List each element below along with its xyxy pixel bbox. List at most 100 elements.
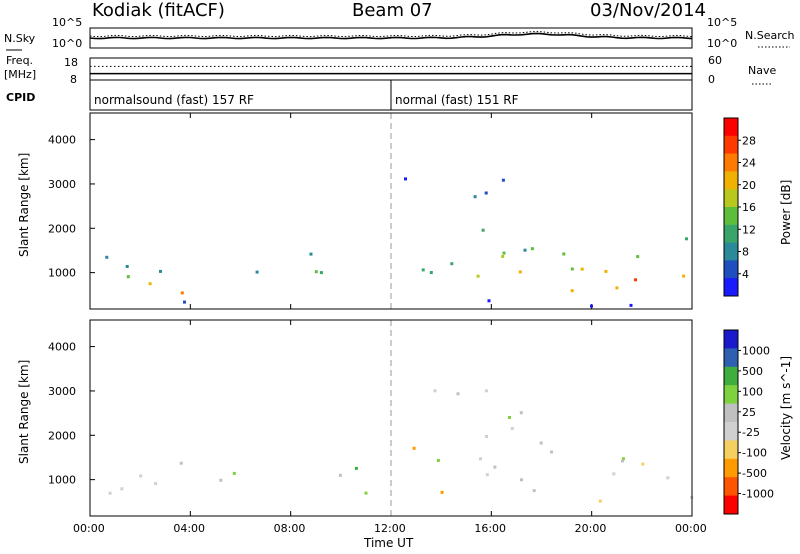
velocity-cell <box>510 427 514 430</box>
power-colorbar-swatch <box>724 207 738 226</box>
x-tick-label: 20:00 <box>575 522 607 535</box>
power-cell <box>180 291 184 295</box>
freq-tick-left-high: 18 <box>64 56 78 69</box>
x-tick-label: 08:00 <box>274 522 306 535</box>
velocity-cell <box>179 461 183 465</box>
velocity-scatter-region <box>108 461 223 495</box>
power-ytick-label: 4000 <box>48 134 76 147</box>
noise-tick-right-high: 10^5 <box>707 16 737 29</box>
power-colorbar-swatch <box>724 242 738 261</box>
freq-tick-right-high: 60 <box>708 54 722 67</box>
x-tick-label: 04:00 <box>173 522 205 535</box>
power-colorbar-swatch <box>724 118 738 137</box>
power-frame <box>89 112 693 310</box>
power-scatter-region <box>404 177 488 199</box>
power-scatter-region <box>255 270 259 274</box>
velocity-cell <box>493 465 497 469</box>
power-cell <box>590 304 593 308</box>
power-cell <box>634 278 637 282</box>
velocity-cell <box>436 459 440 462</box>
velocity-cell <box>532 489 536 493</box>
power-colorbar-swatch <box>724 278 738 297</box>
power-cell <box>473 195 477 199</box>
power-cell <box>580 267 584 271</box>
power-cell <box>314 270 318 274</box>
power-cell <box>159 269 162 273</box>
velocity-cell <box>520 478 523 482</box>
velocity-colorbar-swatch <box>724 385 738 405</box>
x-tick-label: 00:00 <box>73 522 105 535</box>
power-cell <box>604 269 608 273</box>
power-cell <box>421 268 425 272</box>
power-cell <box>487 299 491 303</box>
power-colorbar-label: 16 <box>742 201 756 214</box>
velocity-cell <box>484 389 488 393</box>
velocity-colorbar-swatch <box>724 477 738 497</box>
noise-left-label: N.Sky <box>4 32 36 45</box>
power-colorbar-label: 8 <box>742 246 749 259</box>
power-cell <box>126 275 130 279</box>
power-cell <box>105 255 109 259</box>
header-beam: Beam 07 <box>352 0 433 21</box>
power-colorbar-label: 12 <box>742 223 756 236</box>
power-cell <box>450 262 454 266</box>
power-cell <box>530 247 534 251</box>
velocity-cell <box>479 457 482 461</box>
noise-right-label: N.Search <box>745 29 795 42</box>
velocity-colorbar-label: 100 <box>742 385 763 398</box>
velocity-colorbar-swatch <box>724 366 738 386</box>
velocity-scatter-region <box>232 471 236 475</box>
velocity-colorbar-swatch <box>724 440 738 460</box>
power-scatter-region <box>421 262 454 274</box>
power-cell <box>255 270 259 274</box>
velocity-cell <box>621 459 624 463</box>
velocity-cell <box>508 416 511 419</box>
power-colorbar-swatch <box>724 189 738 208</box>
noise-tick-left-low: 10^0 <box>52 37 82 50</box>
velocity-ylabel: Slant Range [km] <box>17 360 31 464</box>
power-colorbar-swatch <box>724 224 738 244</box>
power-cell <box>629 303 633 307</box>
power-ytick-label: 3000 <box>48 178 76 191</box>
power-cell <box>570 289 574 293</box>
noise-tick-left-high: 10^5 <box>52 16 82 29</box>
power-ytick-label: 2000 <box>48 222 76 235</box>
power-scatter-region <box>183 299 633 308</box>
velocity-cell <box>485 473 489 477</box>
noise-tick-right-low: 10^0 <box>707 37 737 50</box>
velocity-colorbar-swatch <box>724 495 738 515</box>
velocity-colorbar-title: Velocity [m s^-1] <box>779 356 793 460</box>
header-date: 03/Nov/2014 <box>590 0 706 21</box>
cpid-label: CPID <box>6 91 35 104</box>
velocity-colorbar-label: -100 <box>742 447 767 460</box>
velocity-cell <box>338 473 342 477</box>
velocity-colorbar-swatch <box>724 458 738 478</box>
velocity-cell <box>621 457 625 461</box>
velocity-cell <box>456 392 460 396</box>
velocity-colorbar-label: -1000 <box>742 488 774 501</box>
power-scatter-region <box>476 237 688 293</box>
velocity-colorbar-label: -500 <box>742 467 767 480</box>
velocity-cell <box>354 466 358 470</box>
velocity-colorbar-swatch <box>724 403 738 423</box>
power-cell <box>682 274 686 278</box>
power-colorbar-label: 28 <box>742 134 756 147</box>
velocity-cell <box>433 389 437 393</box>
x-tick-label: 12:00 <box>374 522 406 535</box>
power-cell <box>404 177 407 181</box>
velocity-cell <box>485 435 488 438</box>
velocity-ytick-label: 2000 <box>48 429 76 442</box>
velocity-colorbar-label: 1000 <box>742 344 770 357</box>
power-cell <box>501 178 505 182</box>
velocity-frame-outline <box>89 319 693 517</box>
velocity-scatter-region <box>338 466 368 495</box>
velocity-colorbar-label: 500 <box>742 365 763 378</box>
power-ylabel: Slant Range [km] <box>17 153 31 257</box>
freq-tick-right-low: 0 <box>708 73 715 86</box>
velocity-ytick-label: 1000 <box>48 474 76 487</box>
power-colorbar-swatch <box>724 135 738 155</box>
cpid-segment-label: normalsound (fast) 157 RF <box>94 93 254 107</box>
freq-label-line2: [MHz] <box>4 68 36 81</box>
power-cell <box>502 251 506 255</box>
